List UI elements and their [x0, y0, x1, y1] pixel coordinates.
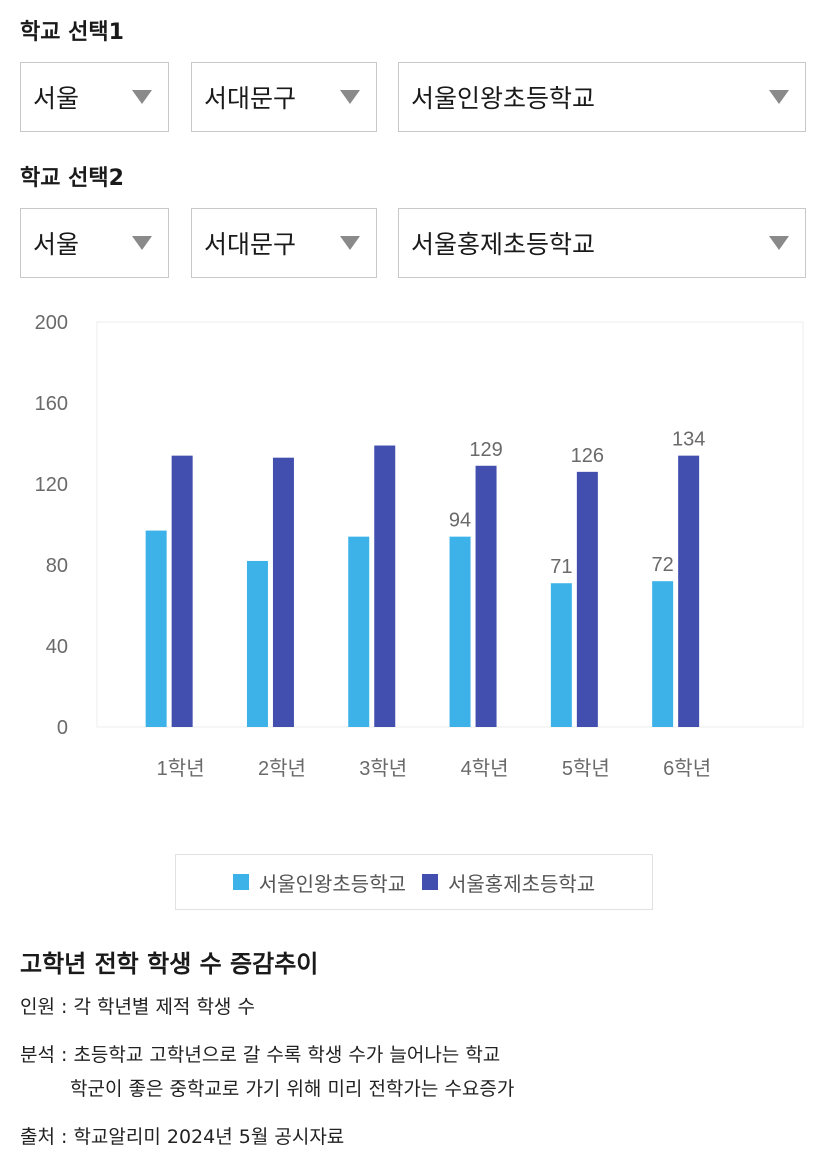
selector2-region-select[interactable]: 서울: [20, 208, 169, 278]
note-line-analysis: 분석 : 초등학교 고학년으로 갈 수록 학생 수가 늘어나는 학교: [20, 1044, 501, 1066]
x-tick-label: 5학년: [562, 757, 610, 780]
legend-label: 서울홍제초등학교: [448, 871, 596, 896]
dropdown-arrow-icon: [132, 90, 152, 104]
y-tick-label: 0: [57, 717, 68, 739]
data-label: 71: [550, 556, 572, 578]
bar: [678, 455, 700, 727]
selector1-district-value: 서대문구: [204, 84, 297, 113]
legend-swatch: [422, 874, 438, 890]
bar: [449, 536, 471, 727]
selector2-school-value: 서울홍제초등학교: [411, 230, 596, 259]
x-tick-label: 4학년: [461, 757, 509, 780]
data-label: 129: [469, 439, 502, 461]
bar: [171, 455, 193, 727]
legend-swatch: [232, 874, 249, 890]
y-tick-label: 120: [35, 474, 68, 496]
selector1-school-select[interactable]: 서울인왕초등학교: [398, 62, 806, 132]
dropdown-arrow-icon: [340, 90, 360, 104]
dropdown-arrow-icon: [769, 236, 789, 250]
note-line-analysis-cont: 학군이 좋은 중학교로 가기 위해 미리 전학가는 수요증가: [70, 1078, 515, 1100]
selector1-school-value: 서울인왕초등학교: [411, 84, 596, 113]
x-tick-label: 1학년: [157, 757, 205, 780]
selector2-district-value: 서대문구: [204, 230, 297, 259]
bar: [550, 583, 572, 727]
y-tick-label: 40: [46, 636, 68, 658]
selector2-school-select[interactable]: 서울홍제초등학교: [398, 208, 806, 278]
bar: [145, 530, 167, 727]
selector1-district-select[interactable]: 서대문구: [191, 62, 377, 132]
legend-item-series-2[interactable]: 서울홍제초등학교: [422, 868, 595, 897]
note-line-count: 인원 : 각 학년별 제적 학생 수: [20, 996, 255, 1018]
bar-chart: 0 40 80 120 160 200 1학년 2학년 3학년 4학년 94 129 5학년 71 126 6…: [35, 312, 804, 780]
y-tick-label: 160: [35, 393, 68, 415]
bar: [374, 445, 396, 727]
data-label: 134: [672, 429, 705, 451]
dropdown-arrow-icon: [132, 236, 152, 250]
note-line-source: 출처 : 학교알리미 2024년 5월 공시자료: [20, 1126, 345, 1148]
bar: [652, 581, 674, 727]
bar: [475, 465, 497, 727]
selector1-title: 학교 선택1: [20, 20, 124, 45]
chart-legend: 서울인왕초등학교 서울홍제초등학교: [175, 854, 653, 910]
selector2-title: 학교 선택2: [20, 166, 124, 191]
dropdown-arrow-icon: [340, 236, 360, 250]
selector1-region-select[interactable]: 서울: [20, 62, 169, 132]
bar: [272, 457, 294, 727]
y-tick-label: 80: [46, 555, 68, 577]
data-label: 126: [571, 445, 604, 467]
bar: [576, 471, 598, 727]
notes-title: 고학년 전학 학생 수 증감추이: [20, 950, 319, 978]
legend-item-series-1[interactable]: 서울인왕초등학교: [232, 868, 406, 897]
data-label: 94: [449, 510, 471, 532]
dropdown-arrow-icon: [769, 90, 789, 104]
x-tick-label: 2학년: [258, 757, 306, 780]
selector2-district-select[interactable]: 서대문구: [191, 208, 377, 278]
data-label: 72: [652, 554, 674, 576]
bar: [348, 536, 370, 727]
x-tick-label: 3학년: [359, 757, 407, 780]
selector2-region-value: 서울: [33, 230, 80, 259]
legend-label: 서울인왕초등학교: [258, 871, 406, 896]
x-tick-label: 6학년: [663, 757, 711, 780]
selector1-region-value: 서울: [33, 84, 80, 113]
bar: [246, 560, 268, 727]
y-tick-label: 200: [35, 312, 68, 334]
